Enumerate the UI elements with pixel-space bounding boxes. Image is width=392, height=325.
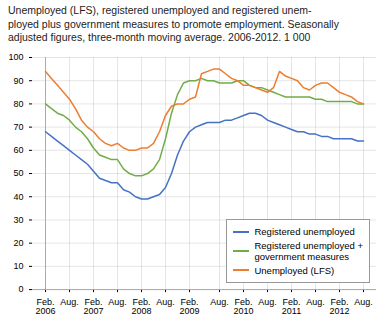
html-text:Unemployed (LFS): Unemployed (LFS)	[254, 264, 335, 276]
svg-text:Aug.: Aug.	[156, 297, 175, 307]
svg-text:90: 90	[13, 76, 23, 86]
svg-text:Aug.: Aug.	[210, 297, 229, 307]
svg-text:Feb.2010: Feb.2010	[233, 297, 253, 316]
svg-text:40: 40	[13, 192, 23, 202]
svg-text:Aug.: Aug.	[108, 297, 127, 307]
svg-text:Aug.: Aug.	[306, 297, 325, 307]
html-text:Registered unemployed: Registered unemployed	[254, 226, 355, 238]
svg-text:Feb.2012: Feb.2012	[329, 297, 349, 316]
svg-text:Aug.: Aug.	[354, 297, 373, 307]
svg-text:Feb.2008: Feb.2008	[131, 297, 151, 316]
svg-text:0: 0	[18, 284, 23, 294]
svg-text:10: 10	[13, 261, 23, 271]
svg-text:Feb.2006: Feb.2006	[35, 297, 55, 316]
svg-text:Feb.2007: Feb.2007	[83, 297, 103, 316]
svg-text:Feb.2009: Feb.2009	[179, 297, 199, 316]
svg-text:50: 50	[13, 168, 23, 178]
svg-text:Feb.2011: Feb.2011	[282, 297, 301, 316]
svg-text:80: 80	[13, 99, 23, 109]
html-text:Registered unemployed + govern: Registered unemployed + government measu…	[254, 239, 363, 263]
svg-text:Aug.: Aug.	[258, 297, 277, 307]
svg-text:Aug.: Aug.	[60, 297, 79, 307]
svg-text:70: 70	[13, 122, 23, 132]
svg-text:20: 20	[13, 238, 23, 248]
html-text:Unemployed (LFS), registered u: Unemployed (LFS), registered unemployed …	[8, 4, 339, 44]
svg-text:30: 30	[13, 215, 23, 225]
svg-text:60: 60	[13, 145, 23, 155]
svg-text:100: 100	[8, 52, 23, 62]
